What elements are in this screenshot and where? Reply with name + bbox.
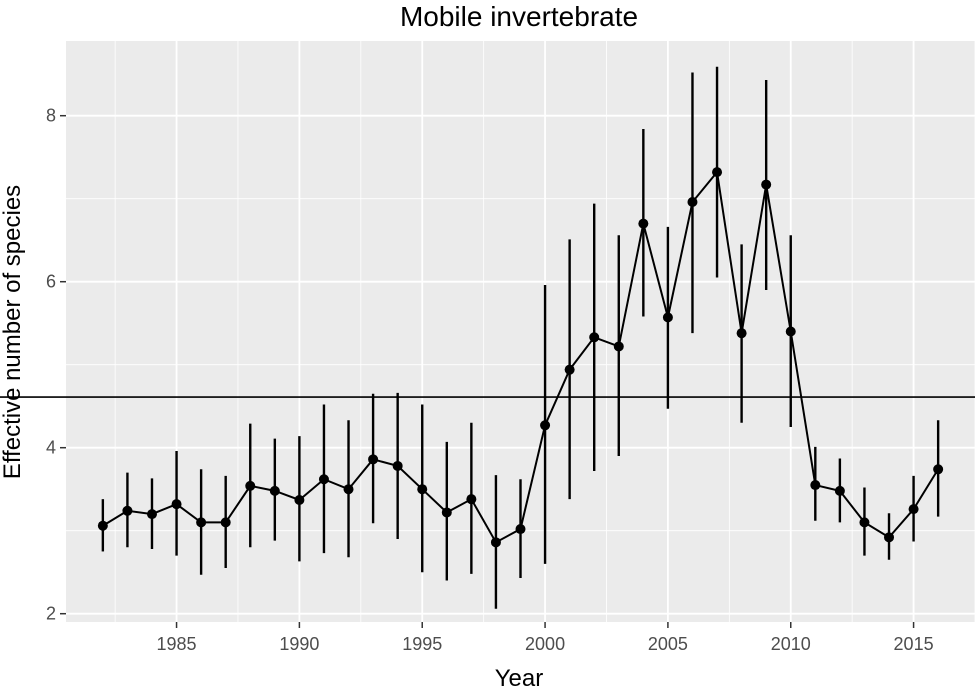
data-point (196, 517, 207, 528)
data-point (146, 509, 157, 520)
data-point (515, 524, 526, 535)
data-point (466, 494, 477, 505)
x-tick-label: 1985 (157, 634, 197, 654)
y-tick-label: 4 (46, 438, 56, 458)
x-axis-title: Year (495, 665, 544, 689)
data-point (761, 179, 772, 190)
data-point (392, 460, 403, 471)
data-point (97, 520, 108, 531)
x-tick-label: 1995 (402, 634, 442, 654)
y-axis-title: Effective number of species (0, 185, 26, 479)
x-tick-label: 2005 (648, 634, 688, 654)
data-point (884, 532, 895, 543)
data-point (122, 505, 133, 516)
x-tick-label: 2000 (525, 634, 565, 654)
data-point (785, 326, 796, 337)
data-point (171, 499, 182, 510)
data-point (908, 504, 919, 515)
data-point (245, 480, 256, 491)
data-points (97, 167, 944, 548)
x-tick-label: 2015 (894, 634, 934, 654)
data-point (810, 480, 821, 491)
data-point (687, 197, 698, 208)
data-point (540, 420, 551, 431)
data-point (343, 484, 354, 495)
data-point (834, 485, 845, 496)
data-point (564, 364, 575, 375)
data-point (318, 474, 329, 485)
data-point (220, 517, 231, 528)
x-tick-label: 1990 (279, 634, 319, 654)
y-tick-label: 8 (46, 106, 56, 126)
data-point (736, 328, 747, 339)
data-point (859, 517, 870, 528)
data-point (294, 494, 305, 505)
data-point (417, 484, 428, 495)
y-tick-label: 2 (46, 604, 56, 624)
data-point (638, 218, 649, 229)
data-point (441, 507, 452, 518)
y-axis: 2 4 6 8 (46, 106, 66, 624)
data-point (613, 341, 624, 352)
data-point (368, 454, 379, 465)
x-axis: 1985 1990 1995 2000 2005 2010 2015 (157, 622, 934, 654)
data-point (490, 537, 501, 548)
y-tick-label: 6 (46, 272, 56, 292)
x-tick-label: 2010 (771, 634, 811, 654)
data-point (589, 332, 600, 343)
data-point (269, 485, 280, 496)
minor-grid (66, 41, 975, 622)
data-point (712, 167, 723, 178)
data-point (933, 464, 944, 475)
chart-title: Mobile invertebrate (400, 1, 638, 32)
data-point (662, 312, 673, 323)
